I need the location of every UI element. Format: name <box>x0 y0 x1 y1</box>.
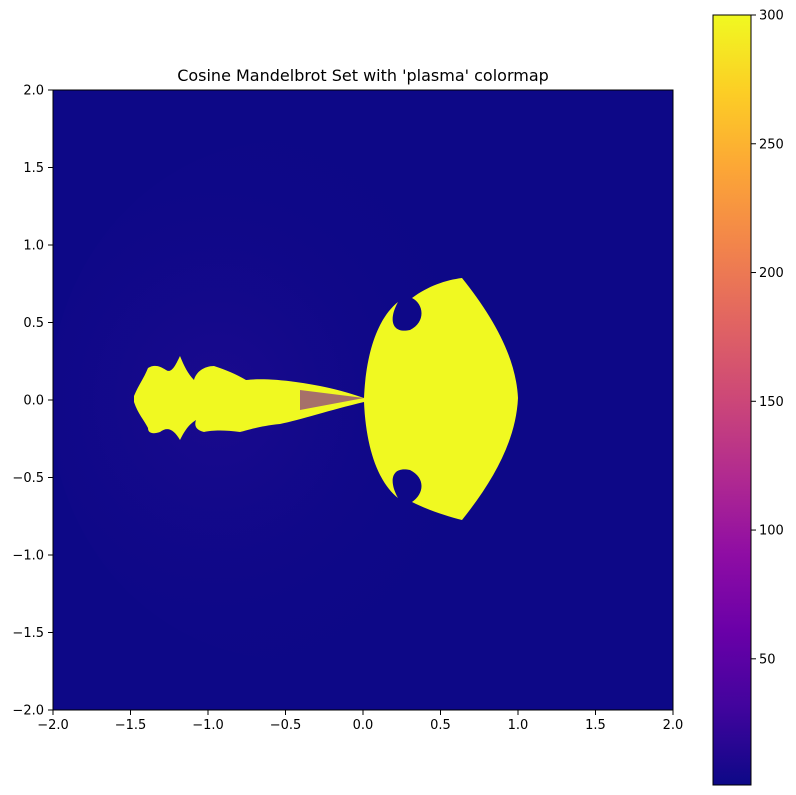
heatmap-edge-glow <box>300 390 364 410</box>
colorbar-tick-label: 300 <box>759 9 784 24</box>
x-tick-label: 0.5 <box>430 718 451 733</box>
y-tick-label: −0.5 <box>12 471 44 486</box>
colorbar-tick-label: 100 <box>759 524 784 539</box>
x-tick-label: 1.0 <box>508 718 529 733</box>
x-axis: −2.0 −1.5 −1.0 −0.5 0.0 0.5 1.0 1.5 2.0 <box>37 710 683 733</box>
colorbar-tick-label: 150 <box>759 395 784 410</box>
colorbar-tick-label: 50 <box>759 652 776 667</box>
colorbar <box>712 14 752 786</box>
y-tick-label: −1.0 <box>12 549 44 564</box>
y-axis: 2.0 1.5 1.0 0.5 0.0 −0.5 −1.0 −1.5 −2.0 <box>12 84 53 719</box>
x-tick-label: 1.5 <box>585 718 606 733</box>
colorbar-tick-label: 200 <box>759 266 784 281</box>
colorbar-tick-label: 250 <box>759 137 784 152</box>
y-tick-label: 1.0 <box>23 239 44 254</box>
x-tick-label: 0.0 <box>353 718 374 733</box>
x-tick-label: −1.0 <box>192 718 224 733</box>
colorbar-axis: 50 100 150 200 250 300 <box>751 9 784 667</box>
y-tick-label: 2.0 <box>23 84 44 99</box>
y-tick-label: 1.5 <box>23 161 44 176</box>
chart-title: Cosine Mandelbrot Set with 'plasma' colo… <box>177 66 549 85</box>
y-tick-label: −1.5 <box>12 626 44 641</box>
heatmap-plot-area <box>53 90 673 710</box>
x-tick-label: −2.0 <box>37 718 69 733</box>
x-tick-label: −1.5 <box>115 718 147 733</box>
y-tick-label: 0.0 <box>23 394 44 409</box>
x-tick-label: −0.5 <box>270 718 302 733</box>
y-tick-label: 0.5 <box>23 316 44 331</box>
y-tick-label: −2.0 <box>12 704 44 719</box>
x-tick-label: 2.0 <box>663 718 684 733</box>
